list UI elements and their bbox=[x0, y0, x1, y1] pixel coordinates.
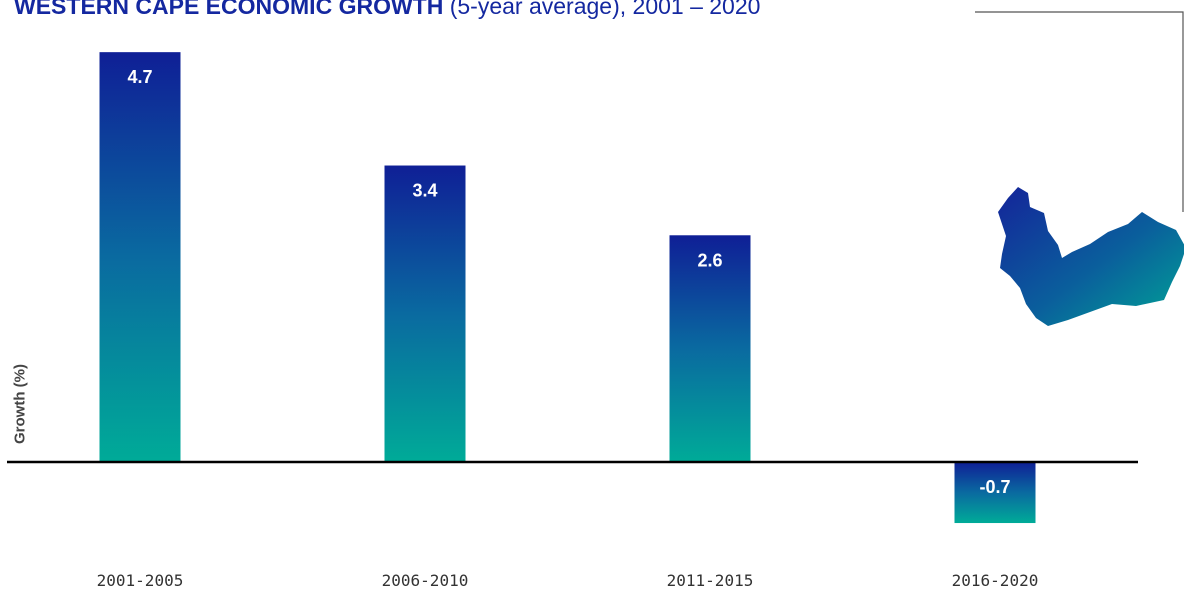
data-label-2001-2005: 4.7 bbox=[127, 67, 152, 87]
x-tick-label-2006-2010: 2006-2010 bbox=[382, 571, 469, 590]
bar-2011-2015 bbox=[669, 235, 751, 462]
bar-2006-2010 bbox=[384, 165, 466, 462]
bars-group: 4.7 3.4 2.6 -0.7 bbox=[99, 52, 1036, 524]
chart-title: WESTERN CAPE ECONOMIC GROWTH (5-year ave… bbox=[14, 0, 760, 21]
chart-title-bold: WESTERN CAPE ECONOMIC GROWTH bbox=[14, 0, 444, 19]
x-tick-labels: 2001-2005 2006-2010 2011-2015 2016-2020 bbox=[97, 571, 1039, 590]
western-cape-map-icon bbox=[998, 187, 1184, 326]
data-label-2011-2015: 2.6 bbox=[697, 250, 722, 270]
x-tick-label-2016-2020: 2016-2020 bbox=[952, 571, 1039, 590]
bar-2001-2005 bbox=[99, 52, 181, 462]
data-label-2006-2010: 3.4 bbox=[412, 181, 437, 201]
frame-line bbox=[975, 11, 1184, 212]
x-tick-label-2011-2015: 2011-2015 bbox=[667, 571, 754, 590]
data-label-2016-2020: -0.7 bbox=[979, 477, 1010, 497]
x-tick-label-2001-2005: 2001-2005 bbox=[97, 571, 184, 590]
y-axis-label: Growth (%) bbox=[11, 364, 29, 444]
bar-2016-2020 bbox=[954, 462, 1036, 524]
chart-title-rest: (5-year average), 2001 – 2020 bbox=[443, 0, 761, 19]
